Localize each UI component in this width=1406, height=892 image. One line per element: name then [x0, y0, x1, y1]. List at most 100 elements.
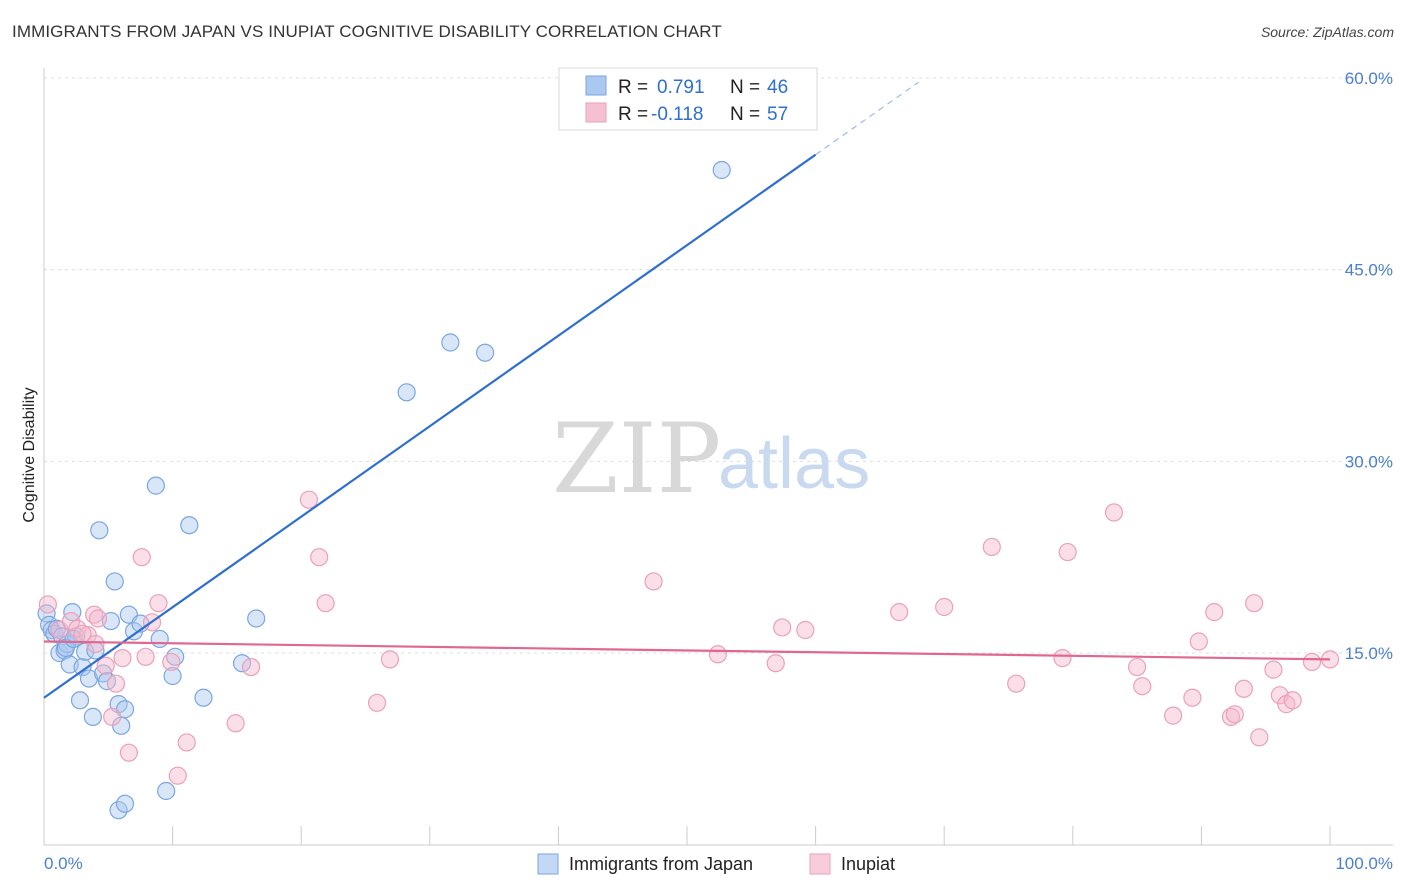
point-japan-37 — [247, 609, 266, 628]
point-japan-32 — [163, 666, 182, 686]
point-inupiat-0 — [38, 595, 57, 614]
point-inupiat-21 — [299, 490, 319, 509]
point-inupiat-43 — [1205, 603, 1224, 622]
point-inupiat-52 — [1283, 691, 1302, 710]
y-axis-label: Cognitive Disability — [21, 387, 38, 522]
axes — [43, 68, 1393, 846]
point-inupiat-24 — [367, 693, 387, 712]
watermark: ZIP atlas — [552, 403, 870, 515]
point-inupiat-29 — [773, 618, 792, 637]
point-inupiat-26 — [644, 572, 663, 591]
point-inupiat-12 — [132, 548, 151, 567]
point-japan-41 — [712, 160, 731, 180]
point-inupiat-28 — [766, 654, 785, 673]
point-inupiat-7 — [96, 656, 115, 675]
legend-r-value-1: 0.791 — [657, 77, 705, 98]
series-inupiat — [38, 490, 1340, 785]
point-inupiat-30 — [796, 620, 815, 640]
point-inupiat-10 — [113, 649, 132, 668]
point-inupiat-17 — [168, 766, 187, 785]
point-inupiat-8 — [103, 707, 122, 726]
point-inupiat-40 — [1164, 706, 1183, 725]
y-tick-labels: 15.0% 30.0% 45.0% 60.0% — [1345, 69, 1393, 663]
point-inupiat-23 — [316, 594, 335, 613]
point-inupiat-45 — [1225, 705, 1244, 724]
y-tick-label-1: 30.0% — [1345, 452, 1393, 471]
point-inupiat-47 — [1245, 594, 1264, 613]
point-inupiat-41 — [1183, 688, 1202, 707]
bottom-legend-label-2: Inupiat — [841, 854, 895, 874]
point-japan-36 — [232, 654, 252, 673]
point-inupiat-36 — [1058, 542, 1077, 562]
point-japan-29 — [146, 476, 165, 495]
point-japan-39 — [441, 333, 460, 352]
point-inupiat-11 — [119, 743, 138, 762]
point-inupiat-13 — [136, 647, 155, 666]
point-inupiat-6 — [88, 609, 108, 628]
point-inupiat-48 — [1250, 728, 1269, 747]
point-inupiat-31 — [890, 603, 909, 622]
legend-r-value-2: -0.118 — [651, 104, 703, 125]
point-japan-22 — [105, 572, 124, 591]
y-tick-label-3: 60.0% — [1345, 69, 1393, 88]
point-japan-12 — [70, 691, 90, 710]
point-japan-16 — [83, 707, 102, 726]
legend-r-label-1: R = — [618, 77, 648, 98]
watermark-zip: ZIP — [552, 403, 721, 515]
trendlines — [43, 81, 1331, 699]
point-inupiat-34 — [1007, 674, 1026, 693]
x-tick-label-left: 0.0% — [44, 854, 83, 873]
point-inupiat-39 — [1133, 677, 1152, 696]
source-label: Source: ZipAtlas.com — [1260, 24, 1394, 40]
point-inupiat-22 — [310, 548, 329, 567]
legend-n-label-2: N = — [730, 104, 760, 125]
point-inupiat-25 — [380, 650, 400, 669]
point-inupiat-35 — [1053, 649, 1072, 668]
y-tick-label-2: 45.0% — [1345, 261, 1393, 280]
trendline-japan — [43, 153, 817, 699]
point-inupiat-42 — [1189, 632, 1208, 651]
point-inupiat-3 — [68, 619, 87, 638]
point-inupiat-27 — [708, 645, 727, 664]
point-inupiat-16 — [162, 652, 181, 672]
bottom-legend-swatch-pink — [809, 853, 831, 875]
x-tick-label-right: 100.0% — [1335, 854, 1393, 873]
trendline-inupiat — [43, 640, 1331, 661]
point-inupiat-49 — [1264, 660, 1283, 679]
point-inupiat-18 — [177, 733, 196, 752]
point-inupiat-20 — [241, 657, 261, 677]
point-japan-38 — [397, 383, 416, 402]
legend-n-label-1: N = — [730, 77, 760, 98]
watermark-atlas: atlas — [718, 424, 870, 504]
point-japan-45 — [64, 629, 83, 649]
point-inupiat-55 — [86, 634, 105, 654]
point-japan-31 — [157, 781, 176, 801]
series-legend: Immigrants from Japan Inupiat — [537, 853, 895, 875]
legend-n-value-2: 57 — [767, 104, 788, 125]
point-inupiat-46 — [1234, 679, 1253, 698]
point-japan-30 — [150, 629, 169, 649]
point-japan-18 — [90, 521, 109, 540]
trendline-japan-extension — [815, 81, 919, 156]
point-inupiat-19 — [226, 714, 245, 733]
bottom-legend-swatch-blue — [537, 853, 559, 875]
point-inupiat-38 — [1127, 657, 1147, 677]
legend-r-label-2: R = — [618, 104, 648, 125]
point-inupiat-33 — [982, 537, 1001, 557]
point-inupiat-56 — [73, 624, 92, 643]
point-inupiat-15 — [149, 594, 168, 613]
y-tick-label-0: 15.0% — [1345, 644, 1393, 663]
legend-n-value-1: 46 — [767, 77, 788, 98]
legend-swatch-blue — [585, 75, 607, 96]
point-japan-13 — [73, 657, 92, 677]
correlation-legend: R = 0.791 N = 46 R = -0.118 N = 57 — [558, 67, 818, 131]
point-japan-43 — [115, 794, 135, 813]
point-inupiat-9 — [106, 674, 126, 693]
legend-swatch-pink — [585, 102, 607, 123]
point-japan-34 — [180, 516, 199, 535]
point-japan-15 — [79, 669, 99, 688]
bottom-legend-label-1: Immigrants from Japan — [569, 854, 753, 874]
point-inupiat-32 — [935, 597, 954, 617]
point-inupiat-37 — [1104, 503, 1124, 522]
